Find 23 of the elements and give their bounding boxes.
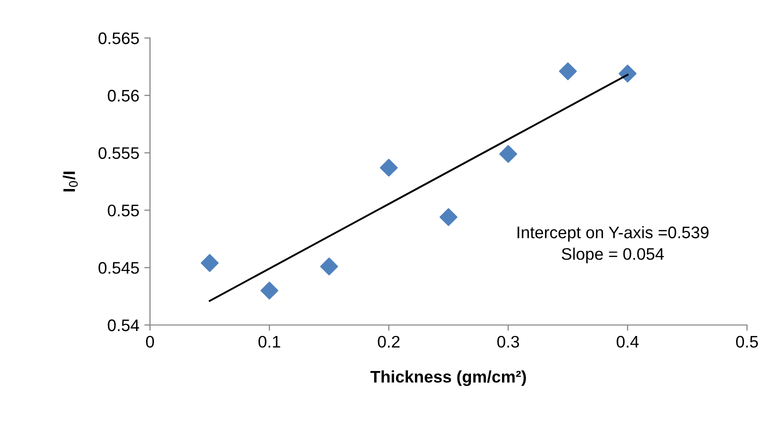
x-axis-title: Thickness (gm/cm²) — [370, 370, 526, 386]
x-tick-label: 0.2 — [378, 336, 400, 348]
x-tick-label: 0.5 — [736, 336, 758, 348]
y-tick-label: 0.565 — [98, 32, 139, 44]
point — [618, 64, 637, 82]
point — [380, 158, 398, 177]
x-tick-label: 0.3 — [497, 336, 520, 348]
y-axis-title: I$_{0}$/I — [62, 172, 78, 192]
point — [440, 208, 458, 226]
y-tick-label: 0.555 — [98, 147, 139, 160]
x-tick-label: 0.1 — [258, 336, 280, 348]
y-tick-label: 0.545 — [98, 262, 139, 274]
point — [558, 62, 577, 80]
point — [499, 145, 518, 163]
point — [260, 282, 278, 300]
y-tick-label: 0.55 — [108, 204, 139, 216]
annotation: Intercept on Y-axis =0.539 Slope = 0.054 — [518, 226, 708, 264]
x-tick-label: 0 — [146, 336, 154, 348]
x-tick-label: 0.4 — [616, 336, 639, 348]
point — [200, 254, 219, 272]
point — [320, 258, 338, 276]
y-tick-label: 0.56 — [108, 90, 139, 102]
y-tick-label: 0.54 — [108, 319, 140, 332]
